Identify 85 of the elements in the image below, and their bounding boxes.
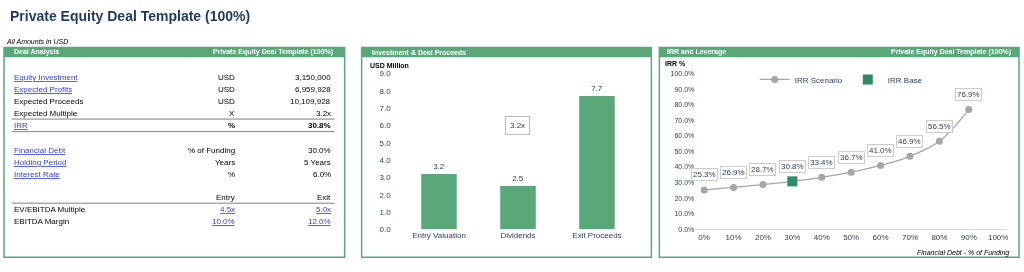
text: USD bbox=[218, 85, 236, 94]
y-tick-label: 9.0 bbox=[379, 69, 392, 79]
text: 30.0% bbox=[308, 146, 331, 155]
y-tick-label: 8.0 bbox=[379, 86, 392, 96]
x-tick-label: 70% bbox=[901, 232, 918, 242]
text: Equity Investment bbox=[14, 73, 79, 82]
x-tick-label: 40% bbox=[813, 232, 830, 242]
text: Financial Debt bbox=[14, 146, 66, 155]
x-tick-label: 60% bbox=[872, 232, 889, 242]
y-tick-label: 0.0 bbox=[379, 225, 392, 235]
text: 10.0% bbox=[212, 217, 235, 226]
text: 12.0% bbox=[308, 217, 331, 226]
text: Expected Multiple bbox=[14, 109, 78, 118]
text: X bbox=[229, 109, 235, 118]
x-tick-label: Exit Proceeds bbox=[572, 231, 622, 241]
y-tick-label: 6.0 bbox=[379, 121, 392, 131]
y-tick-label: 5.0 bbox=[379, 138, 392, 148]
y-tick-label: 2.0 bbox=[379, 190, 392, 200]
text: Private Equity Deal Template (100%) bbox=[10, 8, 251, 24]
data-label: 30.8% bbox=[781, 162, 804, 171]
x-tick-label: Entry Valuation bbox=[412, 231, 466, 241]
point bbox=[759, 181, 767, 189]
text: EBITDA Margin bbox=[14, 217, 70, 226]
y-tick-label: 3.0 bbox=[379, 173, 392, 183]
y-tick-label: 7.0 bbox=[379, 104, 392, 114]
text: 6,959,928 bbox=[295, 85, 332, 94]
text: 5.0x bbox=[316, 205, 332, 214]
text: IRR bbox=[14, 121, 28, 130]
x-tick-label: 90% bbox=[960, 232, 977, 242]
text: 10,109,928 bbox=[290, 97, 331, 106]
point bbox=[818, 173, 826, 181]
data-label: 7.7 bbox=[591, 84, 603, 94]
text: Holding Period bbox=[14, 158, 67, 167]
legend-label: IRR Scenario bbox=[794, 75, 843, 85]
legend-label: IRR Base bbox=[887, 75, 923, 85]
x-tick-label: 100% bbox=[987, 232, 1009, 242]
point bbox=[906, 152, 914, 160]
text: 5 Years bbox=[304, 158, 331, 167]
point bbox=[730, 183, 738, 191]
text: Interest Rate bbox=[14, 170, 61, 179]
text: 3.2x bbox=[316, 109, 332, 118]
text: Years bbox=[215, 158, 236, 167]
annotation: 3.2x bbox=[510, 121, 526, 130]
text: Expected Proceeds bbox=[14, 97, 84, 106]
x-tick-label: 30% bbox=[784, 232, 801, 242]
data-label: 36.7% bbox=[840, 153, 863, 162]
point bbox=[700, 186, 708, 194]
data-label: 2.5 bbox=[512, 174, 524, 184]
data-label: 56.5% bbox=[928, 122, 951, 131]
data-label: 28.7% bbox=[751, 165, 774, 174]
data-label: 33.4% bbox=[810, 158, 833, 167]
x-tick-label: 20% bbox=[754, 232, 771, 242]
x-tick-label: 80% bbox=[931, 232, 948, 242]
text: % of Funding bbox=[188, 146, 236, 155]
point bbox=[847, 168, 855, 176]
text: Entry bbox=[216, 193, 235, 202]
text: USD bbox=[218, 97, 236, 106]
text: % bbox=[228, 170, 236, 179]
point bbox=[965, 106, 973, 114]
bar bbox=[579, 96, 615, 230]
data-label: 25.3% bbox=[693, 170, 716, 179]
x-tick-label: 50% bbox=[843, 232, 860, 242]
x-tick-label: 10% bbox=[725, 232, 742, 242]
text: 6.0% bbox=[313, 170, 332, 179]
x-tick-label: 0% bbox=[698, 232, 710, 242]
x-tick-label: Dividends bbox=[500, 231, 536, 241]
bar bbox=[500, 186, 536, 230]
bar bbox=[421, 173, 457, 230]
data-label: 46.9% bbox=[898, 137, 921, 146]
data-label: 41.0% bbox=[869, 146, 892, 155]
text: USD bbox=[218, 73, 236, 82]
data-label: 26.9% bbox=[722, 168, 745, 177]
y-tick-label: 1.0 bbox=[379, 207, 392, 217]
text: 4.5x bbox=[220, 205, 236, 214]
point bbox=[935, 137, 943, 145]
text: Exit bbox=[317, 193, 332, 202]
data-label: 76.9% bbox=[957, 90, 980, 99]
text: Expected Profits bbox=[14, 85, 73, 94]
text: 30.8% bbox=[308, 121, 331, 130]
y-tick-label: 4.0 bbox=[379, 155, 392, 165]
text: % bbox=[228, 121, 236, 130]
text: EV/EBITDA Multiple bbox=[14, 205, 86, 214]
data-label: 3.2 bbox=[433, 161, 445, 171]
point bbox=[877, 161, 885, 169]
text: 3,150,000 bbox=[295, 73, 332, 82]
